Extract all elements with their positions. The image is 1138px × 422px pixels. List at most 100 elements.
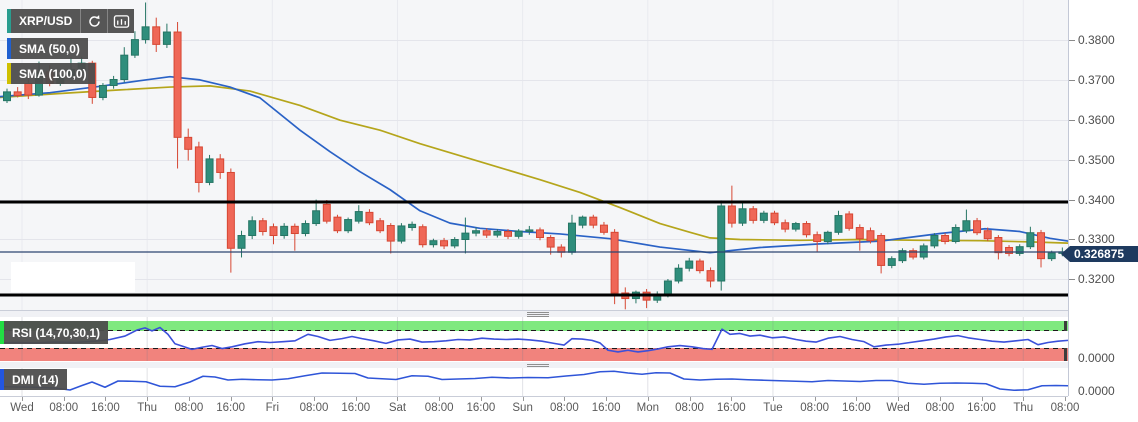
time-tick-label: Wed bbox=[886, 402, 910, 414]
time-tick-dash bbox=[606, 397, 608, 401]
price-tick-label: 0.3500 bbox=[1078, 153, 1115, 167]
time-tick-dash bbox=[355, 397, 357, 401]
time-tick-dash bbox=[731, 397, 733, 401]
sma100-label: SMA (100,0) bbox=[19, 66, 87, 81]
price-axis[interactable]: 0.326875 0.0000 0.0000 0.3800 0.3700 0.360… bbox=[1061, 0, 1138, 398]
time-tick-label: Tue bbox=[763, 402, 783, 414]
time-tick-label: 08:00 bbox=[49, 402, 79, 414]
time-tick-label: 08:00 bbox=[1050, 402, 1080, 414]
rsi-axis-zero: 0.0000 bbox=[1078, 351, 1115, 365]
price-tick-label: 0.3600 bbox=[1078, 113, 1115, 127]
rsi-panel[interactable]: RSI (14,70,30,1) bbox=[0, 317, 1068, 361]
refresh-button[interactable] bbox=[81, 9, 107, 33]
time-tick-dash bbox=[522, 397, 524, 401]
time-tick-label: Fri bbox=[265, 402, 280, 414]
rsi-legend[interactable]: RSI (14,70,30,1) bbox=[0, 321, 109, 344]
time-tick-label: Thu bbox=[137, 402, 158, 414]
refresh-icon bbox=[89, 14, 100, 27]
time-tick-dash bbox=[22, 397, 23, 401]
time-tick-label: Mon bbox=[636, 402, 659, 414]
time-tick-label: 08:00 bbox=[299, 402, 329, 414]
dmi-chart bbox=[0, 368, 1068, 396]
time-tick-label: Thu bbox=[1013, 402, 1034, 414]
bar-chart-icon bbox=[113, 14, 130, 28]
rsi-label: RSI (14,70,30,1) bbox=[12, 325, 101, 340]
time-tick-label: 08:00 bbox=[424, 402, 454, 414]
time-tick-dash bbox=[772, 397, 774, 401]
toolbar-divider bbox=[107, 9, 109, 33]
dmi-label: DMI (14) bbox=[12, 372, 59, 387]
time-tick-dash bbox=[1023, 397, 1025, 401]
sma50-color-bar bbox=[7, 38, 11, 59]
toolbar-divider bbox=[80, 9, 82, 33]
time-tick-dash bbox=[898, 397, 900, 401]
time-tick-dash bbox=[564, 397, 566, 401]
time-tick-label: 16:00 bbox=[341, 402, 371, 414]
time-tick-dash bbox=[63, 397, 65, 401]
price-tick-label: 0.3400 bbox=[1078, 193, 1115, 207]
sma50-label: SMA (50,0) bbox=[19, 41, 80, 56]
price-tick-dash bbox=[1069, 40, 1075, 41]
time-tick-label: Sun bbox=[512, 402, 533, 414]
price-tick-dash bbox=[1069, 120, 1075, 121]
time-tick-label: 16:00 bbox=[91, 402, 120, 414]
time-tick-label: 08:00 bbox=[925, 402, 955, 414]
time-tick-dash bbox=[397, 397, 399, 401]
time-tick-label: 16:00 bbox=[216, 402, 245, 414]
symbol-badge: XRP/USD bbox=[7, 9, 135, 33]
time-tick-label: 16:00 bbox=[466, 402, 496, 414]
time-tick-label: 08:00 bbox=[800, 402, 830, 414]
time-tick-dash bbox=[188, 397, 190, 401]
time-tick-dash bbox=[230, 397, 232, 401]
sma100-color-bar bbox=[7, 63, 11, 84]
time-tick-label: 16:00 bbox=[842, 402, 871, 414]
dmi-color-bar bbox=[0, 369, 4, 390]
sma100-legend[interactable]: SMA (100,0) bbox=[7, 63, 95, 84]
dmi-panel[interactable]: DMI (14) bbox=[0, 368, 1068, 397]
last-price-badge: 0.326875 bbox=[1061, 246, 1138, 262]
time-tick-label: 08:00 bbox=[549, 402, 579, 414]
dmi-axis-zero: 0.0000 bbox=[1078, 384, 1115, 398]
blank-overlay-box bbox=[11, 262, 135, 292]
price-tick-dash bbox=[1069, 279, 1075, 280]
price-tick-dash bbox=[1069, 239, 1075, 240]
time-tick-dash bbox=[689, 397, 691, 401]
symbol-label: XRP/USD bbox=[19, 14, 73, 28]
sma50-legend[interactable]: SMA (50,0) bbox=[7, 38, 88, 59]
time-tick-dash bbox=[981, 397, 983, 401]
time-tick-dash bbox=[939, 397, 941, 401]
time-tick-dash bbox=[105, 397, 107, 401]
price-tick-label: 0.3800 bbox=[1078, 33, 1115, 47]
time-tick-dash bbox=[314, 397, 316, 401]
time-tick-dash bbox=[272, 397, 274, 401]
symbol-color-bar bbox=[7, 9, 11, 33]
rsi-chart bbox=[0, 317, 1068, 361]
time-tick-label: Wed bbox=[10, 402, 34, 414]
price-tick-dash bbox=[1069, 80, 1075, 81]
candlestick-chart bbox=[0, 0, 1068, 310]
time-tick-label: 08:00 bbox=[675, 402, 704, 414]
price-tick-dash bbox=[1069, 200, 1075, 201]
price-chart-panel[interactable]: XRP/USD SMA (50,0) bbox=[0, 0, 1068, 311]
time-tick-dash bbox=[1065, 397, 1066, 401]
price-tick-label: 0.3200 bbox=[1078, 272, 1115, 286]
time-tick-dash bbox=[480, 397, 482, 401]
time-tick-dash bbox=[647, 397, 649, 401]
time-tick-dash bbox=[147, 397, 149, 401]
chart-style-button[interactable] bbox=[108, 9, 134, 33]
time-tick-label: Sat bbox=[388, 402, 407, 414]
time-tick-label: 16:00 bbox=[716, 402, 746, 414]
time-tick-dash bbox=[856, 397, 858, 401]
price-tick-dash bbox=[1069, 160, 1075, 161]
time-tick-dash bbox=[814, 397, 816, 401]
time-tick-label: 16:00 bbox=[967, 402, 996, 414]
time-tick-label: 08:00 bbox=[174, 402, 204, 414]
rsi-color-bar bbox=[0, 321, 4, 344]
time-tick-dash bbox=[439, 397, 441, 401]
time-tick-label: 16:00 bbox=[591, 402, 621, 414]
price-tick-label: 0.3300 bbox=[1078, 232, 1115, 246]
price-tick-label: 0.3700 bbox=[1078, 73, 1115, 87]
dmi-legend[interactable]: DMI (14) bbox=[0, 369, 67, 390]
time-axis[interactable]: Wed 08:00 16:00 Thu 08:00 16:00 Fri 08:00 16:00 S… bbox=[0, 397, 1138, 422]
